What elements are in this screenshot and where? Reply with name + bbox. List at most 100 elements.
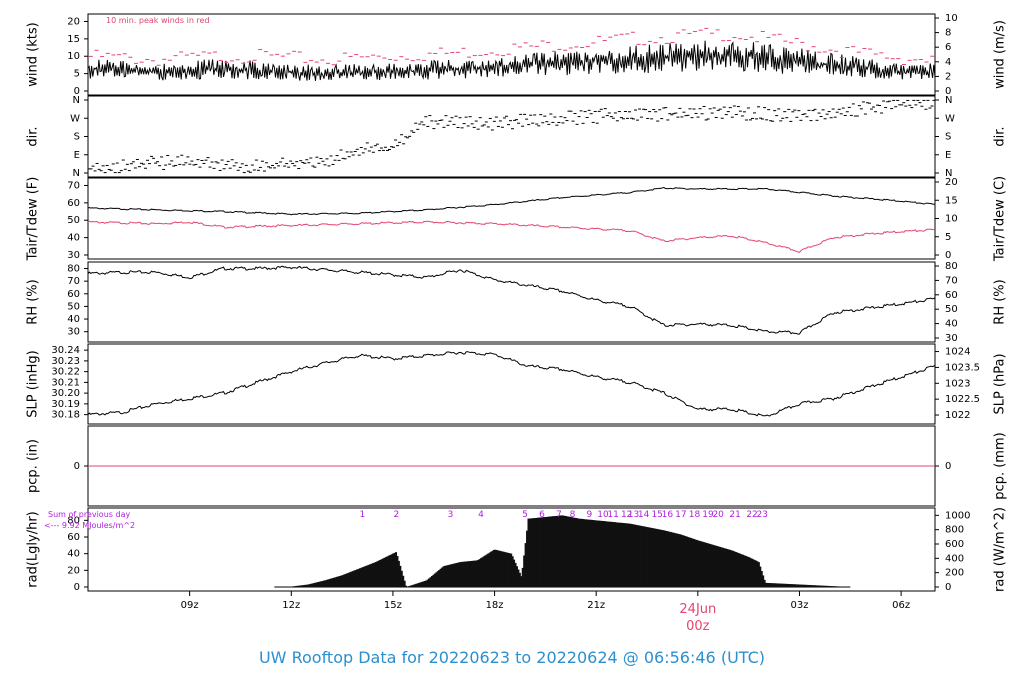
direction-ylabel: dir. xyxy=(26,126,41,146)
radiation-hour-label: 3 xyxy=(448,510,454,520)
radiation-y-tick-label-right: 800 xyxy=(945,525,964,536)
temperature-y-tick-label: 50 xyxy=(67,215,80,226)
radiation-hour-label: 13 xyxy=(628,510,639,520)
radiation-y-tick-label: 40 xyxy=(67,549,80,560)
x-axis-date-sublabel: 00z xyxy=(686,619,710,634)
humidity-y-tick-label: 60 xyxy=(67,289,80,300)
direction-y-tick-label-right: W xyxy=(945,113,955,124)
radiation-hour-label: 15 xyxy=(651,510,662,520)
radiation-hour-label: 20 xyxy=(712,510,724,520)
radiation-hour-label: 9 xyxy=(587,510,593,520)
humidity-y-tick-label: 30 xyxy=(67,327,80,338)
humidity-y-right-tick-label: 80 xyxy=(945,261,958,272)
direction-y-tick-label: N xyxy=(73,95,80,106)
radiation-hour-label: 5 xyxy=(522,510,528,520)
direction-y-tick-label: S xyxy=(74,132,80,143)
wind-y-tick-label: 5 xyxy=(74,69,80,80)
wind-speed-series xyxy=(87,40,936,81)
pressure-y-tick-label-right: 1023 xyxy=(945,378,970,389)
radiation-y-tick-label-right: 200 xyxy=(945,568,964,579)
radiation-y-tick-label-right: 0 xyxy=(945,582,951,593)
radiation-sum-label: Sum of previous day xyxy=(48,510,130,519)
wind-y-tick-label: 10 xyxy=(67,51,80,62)
radiation-hour-label: 11 xyxy=(607,510,618,520)
temperature-y-tick-label: 40 xyxy=(67,233,80,244)
x-axis-tick-label: 06z xyxy=(892,600,910,611)
pressure-y-tick-label-right: 1024 xyxy=(945,347,970,358)
radiation-y-tick-label-right: 400 xyxy=(945,553,964,564)
wind-y-tick-label: 0 xyxy=(74,86,80,97)
pressure-y-tick-label: 30.21 xyxy=(51,377,80,388)
radiation-hour-label: 8 xyxy=(570,510,576,520)
wind-y-right-tick-label: 2 xyxy=(945,71,951,82)
humidity-panel-frame xyxy=(87,261,936,343)
direction-panel-frame xyxy=(87,95,936,178)
humidity-series xyxy=(87,265,936,335)
x-axis-tick-label: 21z xyxy=(587,600,605,611)
pressure-ylabel: SLP (inHg) xyxy=(26,350,41,418)
humidity-ylabel: RH (%) xyxy=(26,279,41,324)
air-temperature-series xyxy=(87,186,936,216)
radiation-hour-label: 22 xyxy=(746,510,757,520)
x-axis-tick-label: 03z xyxy=(790,600,808,611)
radiation-hour-label: 2 xyxy=(393,510,399,520)
temperature-y-tick-label: 30 xyxy=(67,250,80,261)
radiation-hour-label: 17 xyxy=(675,510,686,520)
wind-ylabel: wind (kts) xyxy=(26,22,41,86)
radiation-hour-label: 18 xyxy=(689,510,701,520)
temperature-y-right-tick-label: 15 xyxy=(945,195,958,206)
radiation-hour-label: 10 xyxy=(597,510,609,520)
wind-y-right-tick-label: 8 xyxy=(945,28,951,39)
direction-y-tick-label: N xyxy=(73,168,80,179)
direction-y-tick-label-right: S xyxy=(945,132,951,143)
radiation-y-tick-label-right: 1000 xyxy=(945,510,970,521)
humidity-ylabel-right: RH (%) xyxy=(993,279,1008,324)
direction-y-tick-label: E xyxy=(74,150,80,161)
x-axis-tick-label: 12z xyxy=(282,600,300,611)
precipitation-ylabel: pcp. (in) xyxy=(26,439,41,493)
wind-y-right-tick-label: 6 xyxy=(945,42,951,53)
radiation-hour-label: 6 xyxy=(539,510,545,520)
pressure-y-tick-label: 30.24 xyxy=(51,345,80,356)
radiation-hour-label: 12 xyxy=(621,510,632,520)
precipitation-ylabel-right: pcp. (mm) xyxy=(993,432,1008,499)
wind-y-right-tick-label: 0 xyxy=(945,86,951,97)
direction-y-tick-label-right: N xyxy=(945,95,952,106)
humidity-y-right-tick-label: 70 xyxy=(945,275,958,286)
radiation-ylabel-right: rad (W/m^2) xyxy=(993,507,1008,592)
pressure-y-tick-label: 30.20 xyxy=(51,388,80,399)
radiation-hour-label: 14 xyxy=(638,510,650,520)
precipitation-y-tick-label: 0 xyxy=(74,461,80,472)
chart-title: UW Rooftop Data for 20220623 to 20220624… xyxy=(258,648,766,667)
radiation-hour-label: 4 xyxy=(478,510,484,520)
humidity-y-tick-label: 50 xyxy=(67,301,80,312)
pressure-y-tick-label-right: 1023.5 xyxy=(945,362,980,373)
radiation-hour-label: 1 xyxy=(360,510,366,520)
precipitation-y-tick-label-right: 0 xyxy=(945,461,951,472)
pressure-ylabel-right: SLP (hPa) xyxy=(993,353,1008,414)
temperature-y-tick-label: 70 xyxy=(67,180,80,191)
humidity-y-right-tick-label: 50 xyxy=(945,304,958,315)
pressure-y-tick-label: 30.22 xyxy=(51,367,80,378)
peak-wind-annotation: 10 min. peak winds in red xyxy=(106,16,210,25)
humidity-y-tick-label: 40 xyxy=(67,314,80,325)
pressure-y-tick-label: 30.19 xyxy=(51,399,80,410)
humidity-y-tick-label: 70 xyxy=(67,276,80,287)
radiation-hour-label: 7 xyxy=(556,510,562,520)
temperature-ylabel-right: Tair/Tdew (C) xyxy=(993,176,1008,262)
wind-y-right-tick-label: 4 xyxy=(945,57,951,68)
pressure-panel-frame xyxy=(87,343,936,425)
temperature-ylabel: Tair/Tdew (F) xyxy=(26,177,41,262)
humidity-y-right-tick-label: 60 xyxy=(945,290,958,301)
direction-y-tick-label-right: N xyxy=(945,168,952,179)
temperature-y-right-tick-label: 5 xyxy=(945,232,951,243)
radiation-hour-label: 16 xyxy=(662,510,674,520)
radiation-ylabel: rad(Lgly/hr) xyxy=(26,511,41,587)
humidity-y-right-tick-label: 30 xyxy=(945,333,958,344)
direction-y-tick-label: W xyxy=(70,113,80,124)
dewpoint-series xyxy=(87,220,936,253)
pressure-y-tick-label-right: 1022 xyxy=(945,410,970,421)
x-axis-date-label: 24Jun xyxy=(679,602,716,617)
temperature-y-right-tick-label: 20 xyxy=(945,177,958,188)
x-axis-tick-label: 09z xyxy=(181,600,199,611)
